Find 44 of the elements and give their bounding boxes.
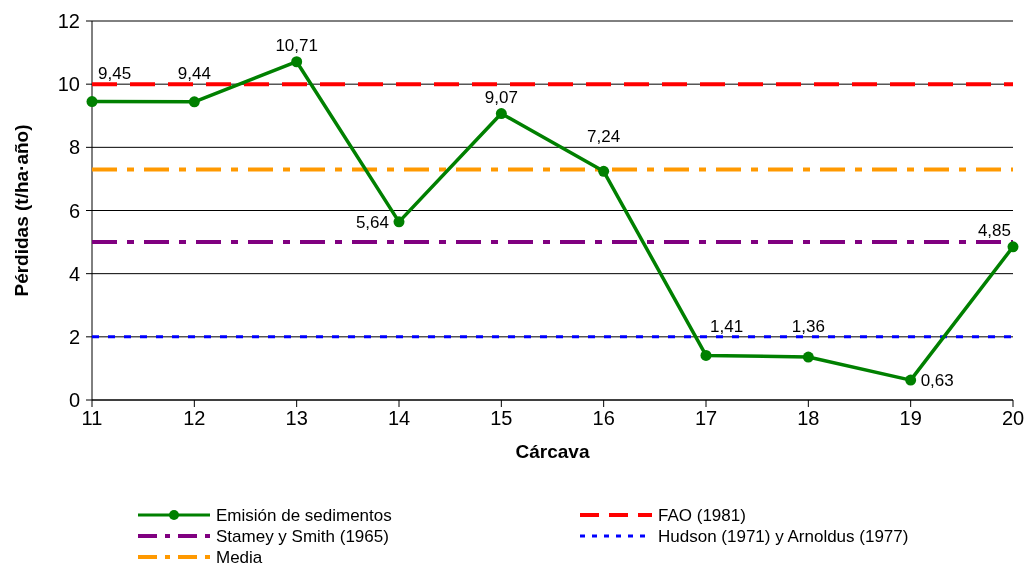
point [598,165,610,177]
y-tick-label: 2 [68,325,80,348]
x-tick-label: 16 [592,407,615,429]
y-tick-label: 12 [57,10,80,32]
point [700,349,712,361]
x-tick-label: 17 [694,407,718,429]
x-tick-label: 19 [899,407,922,429]
point [495,108,507,120]
point [291,56,303,68]
point [86,96,98,108]
point [1007,241,1019,253]
y-tick-label: 6 [68,199,80,222]
data-label: 0,63 [920,371,954,391]
y-tick-label: 10 [57,73,80,96]
x-tick-label: 13 [285,407,308,429]
x-tick-label: 18 [797,407,820,429]
legend-label: Hudson (1971) y Arnoldus (1977) [658,527,909,546]
point [802,351,814,363]
data-label: 1,41 [710,316,744,336]
point [905,374,917,386]
data-label: 10,71 [275,35,318,55]
data-label: 9,44 [177,64,211,84]
x-tick-label: 12 [183,407,206,429]
x-tick-label: 20 [1001,407,1025,429]
data-label: 7,24 [587,127,621,147]
data-label: 9,07 [484,87,518,107]
y-tick-label: 4 [68,262,80,285]
y-tick-label: 8 [68,136,80,159]
data-label: 1,36 [791,316,825,336]
data-label: 4,85 [977,220,1011,240]
data-label: 9,45 [98,64,132,84]
point [188,96,200,108]
x-tick-label: 11 [81,407,103,429]
data-label: 5,64 [355,212,389,232]
y-tick-label: 0 [68,389,80,411]
x-tick-label: 14 [387,407,411,429]
x-tick-label: 15 [490,407,513,429]
x-axis-title: Cárcava [515,441,590,462]
y-axis-title: Pérdidas (t/ha·año) [11,124,32,297]
legend-label: Emisión de sedimentos [216,506,392,525]
legend-label: Stamey y Smith (1965) [216,527,389,546]
legend-label: FAO (1981) [658,506,746,525]
point [393,216,405,228]
legend-label: Media [216,548,263,567]
